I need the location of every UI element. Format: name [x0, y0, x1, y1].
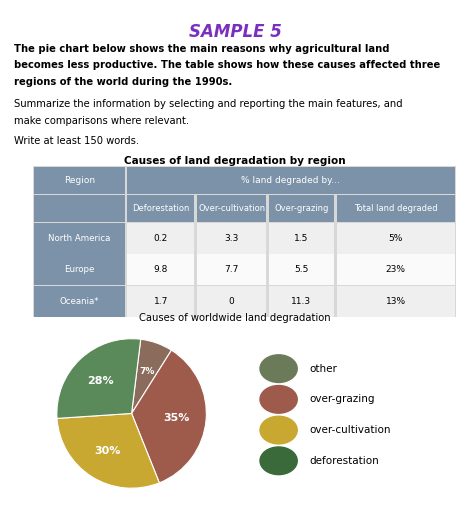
FancyBboxPatch shape — [127, 286, 195, 317]
Text: Deforestation: Deforestation — [132, 204, 189, 213]
FancyBboxPatch shape — [127, 223, 195, 253]
Text: Region: Region — [64, 176, 95, 185]
FancyBboxPatch shape — [337, 286, 454, 317]
Text: 0.2: 0.2 — [154, 233, 168, 243]
FancyBboxPatch shape — [34, 167, 125, 194]
FancyBboxPatch shape — [197, 223, 266, 253]
FancyBboxPatch shape — [197, 254, 266, 285]
FancyBboxPatch shape — [34, 195, 125, 222]
FancyBboxPatch shape — [337, 223, 454, 253]
Text: North America: North America — [48, 233, 110, 243]
Text: 1.7: 1.7 — [154, 297, 168, 306]
FancyBboxPatch shape — [127, 167, 454, 194]
FancyBboxPatch shape — [34, 254, 125, 285]
Text: 9.8: 9.8 — [154, 265, 168, 274]
Text: 5.5: 5.5 — [294, 265, 309, 274]
Text: 1.5: 1.5 — [294, 233, 309, 243]
Text: Causes of land degradation by region: Causes of land degradation by region — [124, 156, 346, 166]
Circle shape — [260, 416, 297, 444]
Wedge shape — [132, 339, 172, 414]
Text: 7.7: 7.7 — [225, 265, 239, 274]
Text: Oceania*: Oceania* — [60, 297, 99, 306]
Wedge shape — [132, 350, 206, 483]
Text: 0: 0 — [229, 297, 235, 306]
Text: 3.3: 3.3 — [225, 233, 239, 243]
Text: Summarize the information by selecting and reporting the main features, and: Summarize the information by selecting a… — [14, 99, 403, 109]
Text: 7%: 7% — [139, 367, 154, 376]
Text: 28%: 28% — [87, 376, 114, 386]
Text: The pie chart below shows the main reasons why agricultural land: The pie chart below shows the main reaso… — [14, 44, 390, 54]
Text: other: other — [310, 364, 337, 374]
Wedge shape — [57, 414, 159, 488]
Text: Total land degraded: Total land degraded — [354, 204, 438, 213]
FancyBboxPatch shape — [269, 254, 334, 285]
Text: Europe: Europe — [64, 265, 94, 274]
FancyBboxPatch shape — [337, 195, 454, 222]
FancyBboxPatch shape — [269, 195, 334, 222]
Text: regions of the world during the 1990s.: regions of the world during the 1990s. — [14, 77, 232, 88]
Text: 35%: 35% — [163, 413, 189, 422]
FancyBboxPatch shape — [269, 286, 334, 317]
Text: Over-cultivation: Over-cultivation — [198, 204, 265, 213]
FancyBboxPatch shape — [197, 286, 266, 317]
Circle shape — [260, 447, 297, 475]
Text: 5%: 5% — [388, 233, 403, 243]
Circle shape — [260, 355, 297, 382]
FancyBboxPatch shape — [34, 286, 125, 317]
Text: 30%: 30% — [94, 446, 121, 456]
FancyBboxPatch shape — [269, 223, 334, 253]
Text: over-grazing: over-grazing — [310, 394, 375, 404]
Circle shape — [260, 386, 297, 413]
FancyBboxPatch shape — [127, 254, 195, 285]
Text: make comparisons where relevant.: make comparisons where relevant. — [14, 116, 189, 126]
FancyBboxPatch shape — [337, 254, 454, 285]
Text: Write at least 150 words.: Write at least 150 words. — [14, 136, 139, 146]
Text: over-cultivation: over-cultivation — [310, 425, 391, 435]
Text: deforestation: deforestation — [310, 456, 379, 466]
Text: 11.3: 11.3 — [291, 297, 312, 306]
Text: % land degraded by...: % land degraded by... — [242, 176, 340, 185]
Text: Causes of worldwide land degradation: Causes of worldwide land degradation — [139, 313, 331, 324]
FancyBboxPatch shape — [33, 166, 456, 317]
FancyBboxPatch shape — [197, 195, 266, 222]
Text: SAMPLE 5: SAMPLE 5 — [188, 23, 282, 41]
FancyBboxPatch shape — [34, 223, 125, 253]
Text: 23%: 23% — [385, 265, 406, 274]
FancyBboxPatch shape — [127, 195, 195, 222]
Text: becomes less productive. The table shows how these causes affected three: becomes less productive. The table shows… — [14, 60, 440, 71]
Wedge shape — [57, 339, 141, 418]
Text: 13%: 13% — [385, 297, 406, 306]
Text: Over-grazing: Over-grazing — [274, 204, 329, 213]
